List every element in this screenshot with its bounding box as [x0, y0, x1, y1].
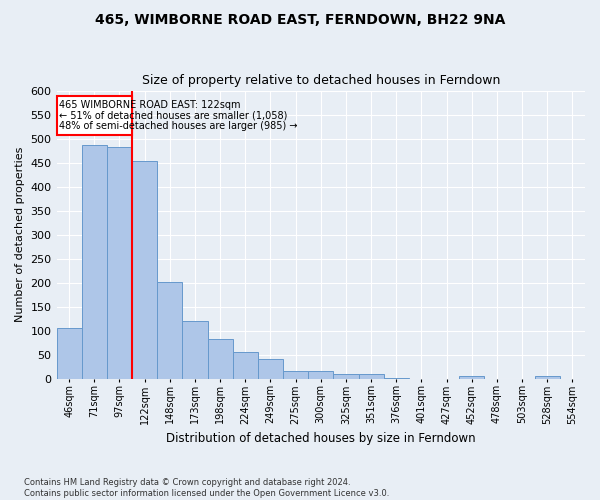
Bar [208, 339, 233, 378]
Text: Contains HM Land Registry data © Crown copyright and database right 2024.
Contai: Contains HM Land Registry data © Crown c… [24, 478, 389, 498]
Bar [233, 352, 258, 378]
Text: 48% of semi-detached houses are larger (985) →: 48% of semi-detached houses are larger (… [59, 120, 298, 130]
Bar [334, 374, 359, 378]
Y-axis label: Number of detached properties: Number of detached properties [15, 147, 25, 322]
Bar [132, 161, 157, 378]
Bar [283, 372, 308, 378]
Text: ← 51% of detached houses are smaller (1,058): ← 51% of detached houses are smaller (1,… [59, 110, 287, 120]
Bar [182, 321, 208, 378]
X-axis label: Distribution of detached houses by size in Ferndown: Distribution of detached houses by size … [166, 432, 476, 445]
Bar [56, 328, 82, 378]
Text: 465, WIMBORNE ROAD EAST, FERNDOWN, BH22 9NA: 465, WIMBORNE ROAD EAST, FERNDOWN, BH22 … [95, 12, 505, 26]
Bar [308, 372, 334, 378]
Bar [107, 146, 132, 378]
Title: Size of property relative to detached houses in Ferndown: Size of property relative to detached ho… [142, 74, 500, 87]
Bar [157, 282, 182, 378]
Bar [258, 360, 283, 378]
Bar [459, 376, 484, 378]
FancyBboxPatch shape [56, 96, 132, 135]
Bar [535, 376, 560, 378]
Text: 465 WIMBORNE ROAD EAST: 122sqm: 465 WIMBORNE ROAD EAST: 122sqm [59, 100, 241, 110]
Bar [359, 374, 383, 378]
Bar [82, 145, 107, 378]
